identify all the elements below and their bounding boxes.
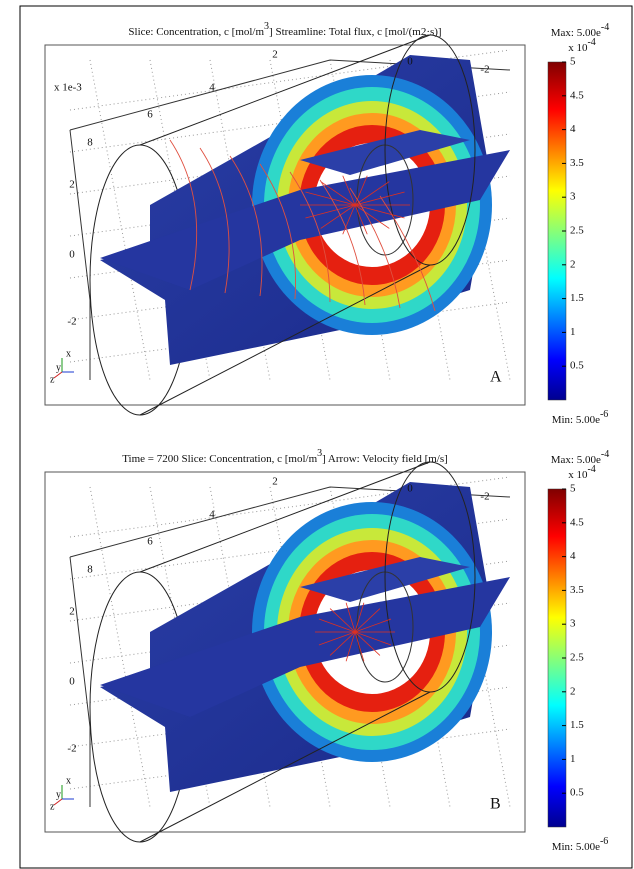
- colorbar-min-sup: -6: [600, 409, 608, 420]
- colorbar-tick-label: 3.5: [570, 157, 584, 169]
- axis-tick-label: -2: [480, 64, 489, 76]
- colorbar-tick-label: 4.5: [570, 89, 584, 101]
- panel-title: Time = 7200 Slice: Concentration, c [mol…: [122, 448, 448, 464]
- panel-letter: A: [490, 369, 502, 386]
- colorbar-max-sup: -4: [601, 449, 609, 460]
- axis-tick-label: -2: [480, 491, 489, 503]
- colorbar-tick-label: 1: [570, 326, 576, 338]
- triad-label: x: [66, 348, 71, 359]
- axis-tick-label: 6: [147, 109, 153, 121]
- colorbar-tick-label: 1.5: [570, 719, 584, 731]
- axis-tick-label: -2: [67, 743, 76, 755]
- axis-scale: x 1e-3: [54, 82, 82, 94]
- colorbar-min-text: Min: 5.00e: [552, 841, 600, 853]
- panel-title: Slice: Concentration, c [mol/m3] Streaml…: [128, 21, 441, 37]
- colorbar-unit-text: x 10: [568, 469, 588, 481]
- colorbar-tick-label: 3: [570, 191, 576, 203]
- colorbar-tick-label: 0.5: [570, 787, 584, 799]
- colorbar-unit-text: x 10: [568, 42, 588, 54]
- colorbar-tick-label: 1.5: [570, 292, 584, 304]
- figure: Slice: Concentration, c [mol/m 3 ] Streaml…: [0, 0, 634, 869]
- triad-label: y: [56, 362, 61, 373]
- axis-tick-label: 4: [209, 82, 215, 94]
- colorbar-tick-label: 2: [570, 258, 576, 270]
- panel-letter: B: [490, 796, 501, 813]
- title-text: ] Streamline: Total flux, c [mol/(m2·s)]: [269, 26, 442, 38]
- axis-tick-label: 0: [407, 56, 413, 68]
- axis-tick-label: 4: [209, 509, 215, 521]
- colorbar-tick-label: 3: [570, 618, 576, 630]
- colorbar-tick-label: 5: [570, 483, 576, 495]
- title-text: Time = 7200 Slice: Concentration, c [mol…: [122, 453, 317, 465]
- colorbar-tick-label: 4: [570, 550, 576, 562]
- colorbar-tick-label: 4: [570, 123, 576, 135]
- colorbar-tick-label: 3.5: [570, 584, 584, 596]
- axis-tick-label: 0: [69, 249, 75, 261]
- triad-label: z: [50, 374, 55, 385]
- triad-label: x: [66, 775, 71, 786]
- axis-tick-label: 2: [69, 606, 75, 618]
- colorbar-min-sup: -6: [600, 836, 608, 847]
- triad-label: y: [56, 789, 61, 800]
- colorbar-unit-sup: -4: [587, 37, 595, 48]
- colorbar-unit: x 10-4: [568, 464, 596, 480]
- colorbar-tick-label: 5: [570, 56, 576, 68]
- triad-label: z: [50, 801, 55, 812]
- title-text: Slice: Concentration, c [mol/m: [128, 26, 264, 38]
- colorbar-max: Max: 5.00e-4: [551, 449, 609, 465]
- axis-tick-label: 0: [69, 676, 75, 688]
- colorbar-tick-label: 2: [570, 685, 576, 697]
- colorbar-tick-label: 2.5: [570, 652, 584, 664]
- axis-tick-label: -2: [67, 316, 76, 328]
- axis-tick-label: 8: [87, 137, 93, 149]
- colorbar-unit-sup: -4: [587, 464, 595, 475]
- axis-tick-label: 2: [272, 476, 278, 488]
- axis-tick-label: 0: [407, 483, 413, 495]
- panel: Time = 7200 Slice: Concentration, c [mol…: [45, 448, 609, 852]
- colorbar-unit: x 10-4: [568, 37, 596, 53]
- colorbar-tick-label: 1: [570, 753, 576, 765]
- colorbar-min-text: Min: 5.00e: [552, 414, 600, 426]
- colorbar-max: Max: 5.00e-4: [551, 22, 609, 38]
- colorbar-tick-label: 0.5: [570, 360, 584, 372]
- axis-tick-label: 2: [69, 179, 75, 191]
- colorbar-min: Min: 5.00e-6: [552, 409, 609, 425]
- axis-tick-label: 2: [272, 49, 278, 61]
- colorbar-tick-label: 4.5: [570, 516, 584, 528]
- panel: Slice: Concentration, c [mol/m 3 ] Streaml…: [45, 21, 609, 425]
- colorbar-min: Min: 5.00e-6: [552, 836, 609, 852]
- axis-tick-label: 6: [147, 536, 153, 548]
- colorbar-tick-label: 2.5: [570, 225, 584, 237]
- colorbar-max-sup: -4: [601, 22, 609, 33]
- axis-tick-label: 8: [87, 564, 93, 576]
